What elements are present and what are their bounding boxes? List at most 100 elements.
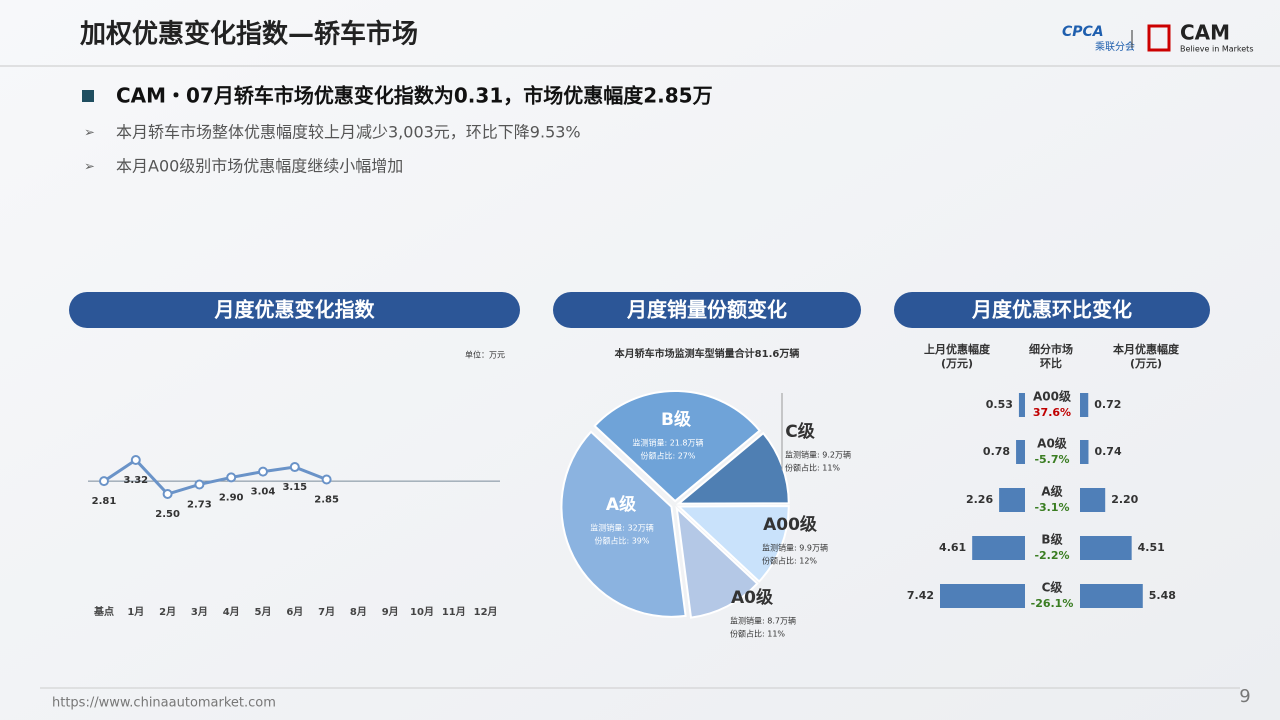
x-tick-label: 6月: [286, 606, 303, 618]
point: [130, 455, 141, 465]
slice-volume: 监测销量: 21.8万辆: [632, 438, 703, 448]
chart-title: 月度优惠环比变化: [971, 298, 1132, 322]
line: [103, 458, 328, 496]
logo-cpca-cn: 乘联分会: [1095, 40, 1135, 53]
column-header: 细分市场: [1029, 342, 1073, 356]
bar: [1080, 584, 1143, 608]
bullet-text: 本月轿车市场整体优惠幅度较上月减少3,003元，环比下降9.53%: [116, 123, 581, 142]
slice-volume: 监测销量: 8.7万辆: [730, 616, 796, 626]
footer-url: https://www.chinaautomarket.com: [52, 696, 276, 711]
pie-slice: [675, 505, 759, 619]
category-label: A00级: [1033, 389, 1071, 404]
bar: [999, 488, 1025, 512]
slice-volume: 监测销量: 9.9万辆: [762, 543, 828, 553]
data-label: 3.15: [282, 482, 307, 493]
data-label: 2.90: [219, 492, 244, 503]
bullet-arrow: ➢: [84, 126, 95, 141]
slice-volume: 监测销量: 9.2万辆: [785, 450, 851, 460]
slice-label: B级: [661, 409, 691, 430]
data-label: 3.04: [251, 487, 276, 498]
bar: [972, 536, 1025, 560]
change-label: -2.2%: [1034, 549, 1069, 562]
data-label: 5.48: [1149, 589, 1176, 602]
data-label: 0.78: [983, 445, 1010, 458]
data-label: 2.81: [92, 496, 117, 507]
slice-label: C级: [785, 421, 814, 442]
bar: [1080, 393, 1089, 417]
data-label: 2.85: [314, 494, 339, 505]
bar: [1080, 536, 1132, 560]
x-tick-label: 1月: [127, 606, 144, 618]
point: [258, 466, 268, 477]
slice-share: 份额占比: 11%: [785, 463, 840, 473]
headline-bullet: [82, 90, 94, 102]
pie-slice: [676, 505, 790, 583]
chart-title-pill: [69, 292, 520, 328]
logo-cam-icon: [1147, 24, 1171, 52]
headline: CAM・07月轿车市场优惠变化指数为0.31，市场优惠幅度2.85万: [116, 84, 713, 108]
bullet-text: 本月A00级别市场优惠幅度继续小幅增加: [116, 157, 403, 176]
bar: [1018, 393, 1025, 417]
data-label: 2.26: [966, 493, 993, 506]
category-label: A0级: [1037, 436, 1067, 451]
data-label: 0.72: [1094, 398, 1121, 411]
logo-cam-slogan: Believe in Markets: [1180, 45, 1253, 54]
x-tick-label: 4月: [223, 606, 240, 618]
column-header: 环比: [1040, 356, 1062, 370]
category-label: C级: [1042, 580, 1063, 595]
data-label: 3.32: [123, 475, 148, 486]
point: [289, 462, 300, 473]
column-header: (万元): [1130, 357, 1162, 370]
point: [226, 472, 237, 483]
slice-share: 份额占比: 27%: [640, 451, 695, 461]
data-label: 2.50: [155, 509, 180, 520]
data-label: 7.42: [907, 589, 934, 602]
x-tick-label: 3月: [191, 606, 208, 618]
data-label: 2.73: [187, 499, 212, 510]
change-label: -26.1%: [1031, 597, 1074, 610]
unit-label: 单位：万元: [465, 350, 505, 360]
slice-label: A0级: [731, 587, 773, 608]
chart-title-pill: [894, 292, 1210, 328]
change-label: -3.1%: [1034, 501, 1069, 514]
data-label: 0.74: [1094, 445, 1121, 458]
bar: [1080, 488, 1106, 512]
x-tick-label: 8月: [350, 606, 367, 618]
slide-title: 加权优惠变化指数—轿车市场: [80, 19, 418, 50]
x-tick-label: 9月: [382, 606, 399, 618]
page-number: 9: [1239, 686, 1250, 707]
column-header: 上月优惠幅度: [924, 342, 991, 356]
chart-subtitle: 本月轿车市场监测车型销量合计81.6万辆: [615, 347, 800, 360]
logo-cpca: CPCA: [1062, 24, 1104, 40]
data-label: 4.61: [939, 541, 966, 554]
x-tick-label: 12月: [474, 606, 498, 618]
x-tick-label: 5月: [255, 606, 272, 618]
x-tick-label: 10月: [410, 606, 434, 618]
data-label: 2.20: [1111, 493, 1138, 506]
x-tick-label: 基点: [93, 605, 114, 618]
point: [162, 489, 173, 499]
pie-slice: [593, 390, 762, 503]
data-label: 4.51: [1138, 541, 1165, 554]
bar: [1016, 440, 1025, 464]
slice-label: A00级: [763, 514, 817, 535]
column-header: (万元): [941, 357, 973, 370]
pie-slice: [560, 430, 687, 618]
logo-cam: CAM: [1180, 21, 1230, 45]
chart-title: 月度优惠变化指数: [214, 298, 376, 322]
category-label: A级: [1041, 484, 1062, 499]
point: [194, 479, 205, 490]
slice-label: A级: [606, 494, 636, 515]
point: [321, 474, 332, 485]
change-label: -5.7%: [1034, 453, 1069, 466]
x-tick-label: 2月: [159, 606, 176, 618]
data-label: 0.53: [986, 398, 1013, 411]
column-header: 本月优惠幅度: [1113, 342, 1180, 356]
x-tick-label: 7月: [318, 606, 335, 618]
slice-share: 份额占比: 39%: [594, 536, 649, 546]
change-label: 37.6%: [1033, 406, 1071, 419]
slice-share: 份额占比: 11%: [730, 629, 785, 639]
slice-volume: 监测销量: 32万辆: [590, 523, 653, 533]
x-tick-label: 11月: [442, 606, 466, 618]
